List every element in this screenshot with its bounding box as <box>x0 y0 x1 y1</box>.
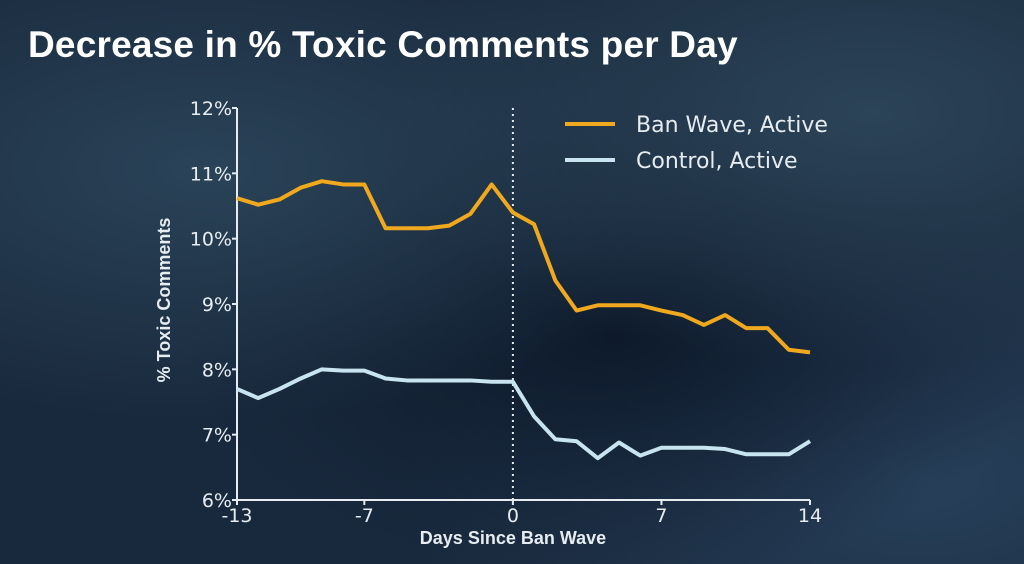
series-line-control <box>236 367 812 461</box>
x-tick-label: 14 <box>798 505 822 527</box>
y-tick-label: 12% <box>190 98 232 120</box>
y-axis-label: % Toxic Comments <box>154 218 174 383</box>
series-line-ban-wave <box>236 179 811 355</box>
chart-title: Decrease in % Toxic Comments per Day <box>28 24 738 65</box>
y-tick-label: 11% <box>190 163 232 185</box>
x-axis-label: Days Since Ban Wave <box>420 528 606 548</box>
x-tick-label: 7 <box>655 505 667 527</box>
y-tick-label: 7% <box>202 425 232 447</box>
y-tick-label: 9% <box>202 294 232 316</box>
x-tick-label: -13 <box>221 505 252 527</box>
y-tick-label: 8% <box>202 359 232 381</box>
legend-label: Ban Wave, Active <box>636 113 828 138</box>
x-tick-label: -7 <box>355 505 374 527</box>
x-tick-label: 0 <box>507 505 519 527</box>
y-tick-label: 6% <box>202 490 232 512</box>
y-tick-label: 10% <box>190 229 232 251</box>
legend-label: Control, Active <box>636 149 798 174</box>
